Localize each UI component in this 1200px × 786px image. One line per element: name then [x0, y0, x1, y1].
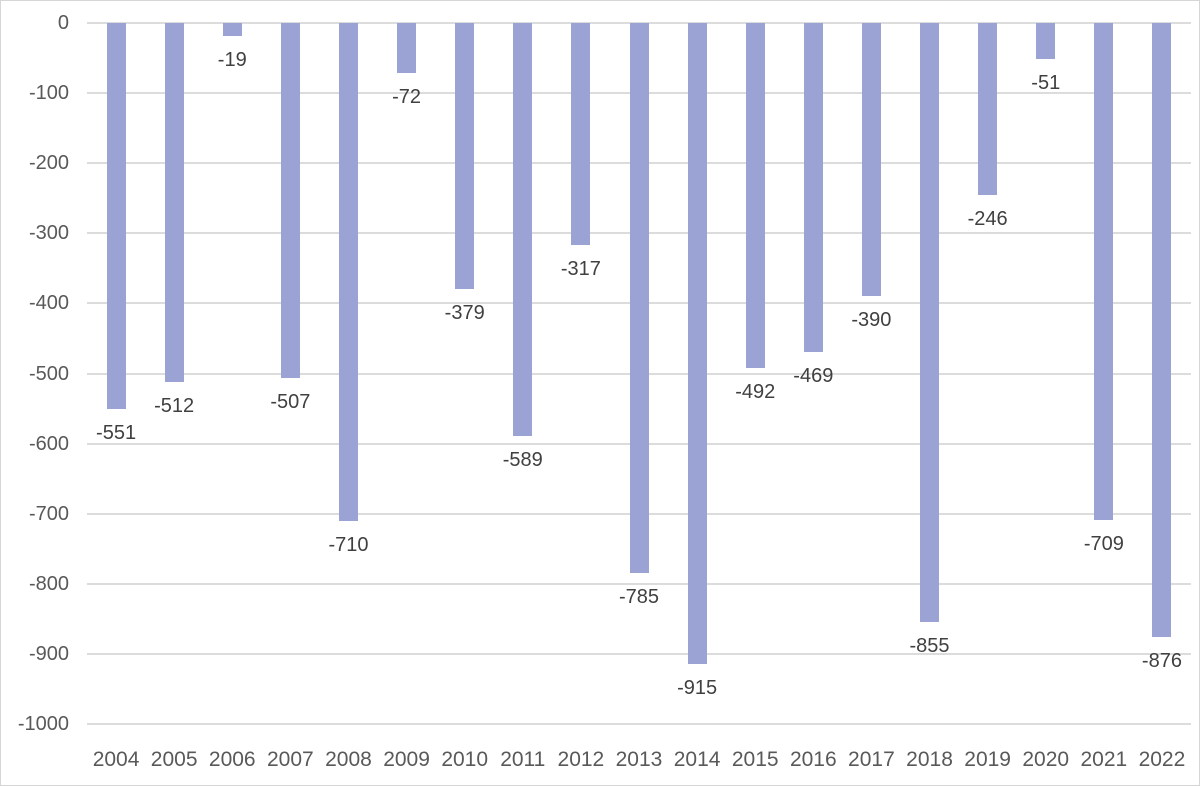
bar: [1152, 23, 1172, 638]
x-axis-tick-label: 2022: [1138, 748, 1186, 771]
x-axis-tick-label: 2016: [789, 748, 837, 771]
bar: [571, 23, 591, 246]
bar-data-label: -709: [1083, 533, 1124, 555]
bar-data-label: -469: [793, 364, 834, 387]
x-axis-tick-label: 2009: [383, 748, 430, 771]
bar-data-label: -317: [560, 258, 601, 281]
y-axis-tick-label: -500: [28, 362, 69, 385]
bar: [803, 23, 823, 352]
bar-data-label: -589: [502, 448, 543, 471]
bar: [164, 23, 184, 382]
bar-data-label: -390: [851, 309, 892, 332]
bar-data-label: -246: [967, 208, 1008, 231]
y-axis-tick-label: -800: [28, 572, 69, 595]
gridline: [87, 582, 1191, 585]
bar-data-label: -855: [909, 635, 950, 658]
bar-data-label: -876: [1141, 650, 1182, 673]
y-axis-tick-label: -400: [28, 292, 69, 315]
y-axis-tick-label: -900: [28, 642, 69, 665]
bar: [687, 23, 707, 665]
bar-data-label: -19: [217, 49, 247, 72]
bar: [397, 23, 417, 74]
y-axis-tick-label: 0: [57, 12, 69, 34]
y-axis-tick-label: -600: [28, 432, 69, 455]
bar-data-label: -710: [328, 533, 369, 556]
bar: [338, 23, 358, 521]
x-axis-tick-label: 2014: [673, 748, 721, 771]
x-axis-tick-label: 2007: [267, 748, 314, 771]
x-axis-tick-label: 2006: [208, 748, 256, 771]
x-axis-tick-label: 2005: [150, 748, 198, 771]
gridline: [87, 652, 1191, 655]
y-axis-tick-label: -1000: [17, 713, 69, 735]
x-axis-tick-label: 2011: [500, 748, 546, 771]
x-axis-tick-label: 2008: [325, 748, 372, 771]
bar-data-label: -507: [270, 391, 311, 414]
x-axis-tick-label: 2018: [906, 748, 953, 771]
x-axis-tick-label: 2015: [731, 748, 779, 771]
bar-data-label: -51: [1031, 71, 1061, 94]
bar: [920, 23, 940, 623]
bar-data-label: -551: [96, 422, 137, 445]
bar: [280, 23, 300, 379]
gridline: [87, 723, 1191, 725]
x-axis-tick-label: 2020: [1022, 748, 1070, 771]
bar: [222, 23, 242, 37]
bar-data-label: -379: [444, 301, 485, 324]
x-axis-tick-label: 2010: [441, 748, 489, 771]
bar: [1036, 23, 1056, 59]
y-axis-tick-label: -100: [28, 82, 69, 105]
x-axis-tick-label: 2021: [1080, 748, 1128, 771]
y-axis-tick-label: -300: [28, 222, 69, 245]
x-axis-tick-label: 2019: [964, 748, 1011, 771]
bar: [455, 23, 475, 289]
x-axis-tick-label: 2017: [848, 748, 895, 771]
bar-data-label: -512: [154, 394, 195, 417]
bar: [1094, 23, 1114, 520]
bar: [106, 23, 126, 410]
x-axis-tick-label: 2013: [615, 748, 663, 771]
y-axis-tick-label: -700: [28, 502, 69, 525]
x-axis-tick-label: 2012: [557, 748, 605, 771]
x-axis-tick-label: 2004: [92, 748, 140, 771]
bar-data-label: -72: [392, 86, 422, 109]
bar-data-label: -785: [618, 586, 660, 609]
bar: [629, 23, 649, 574]
bar: [513, 23, 533, 436]
bar-data-label: -492: [735, 380, 776, 403]
y-axis-tick-label: -200: [28, 152, 69, 175]
bar: [745, 23, 765, 368]
bar-data-label: -915: [677, 677, 718, 700]
bar: [978, 23, 998, 196]
bar: [861, 23, 881, 297]
